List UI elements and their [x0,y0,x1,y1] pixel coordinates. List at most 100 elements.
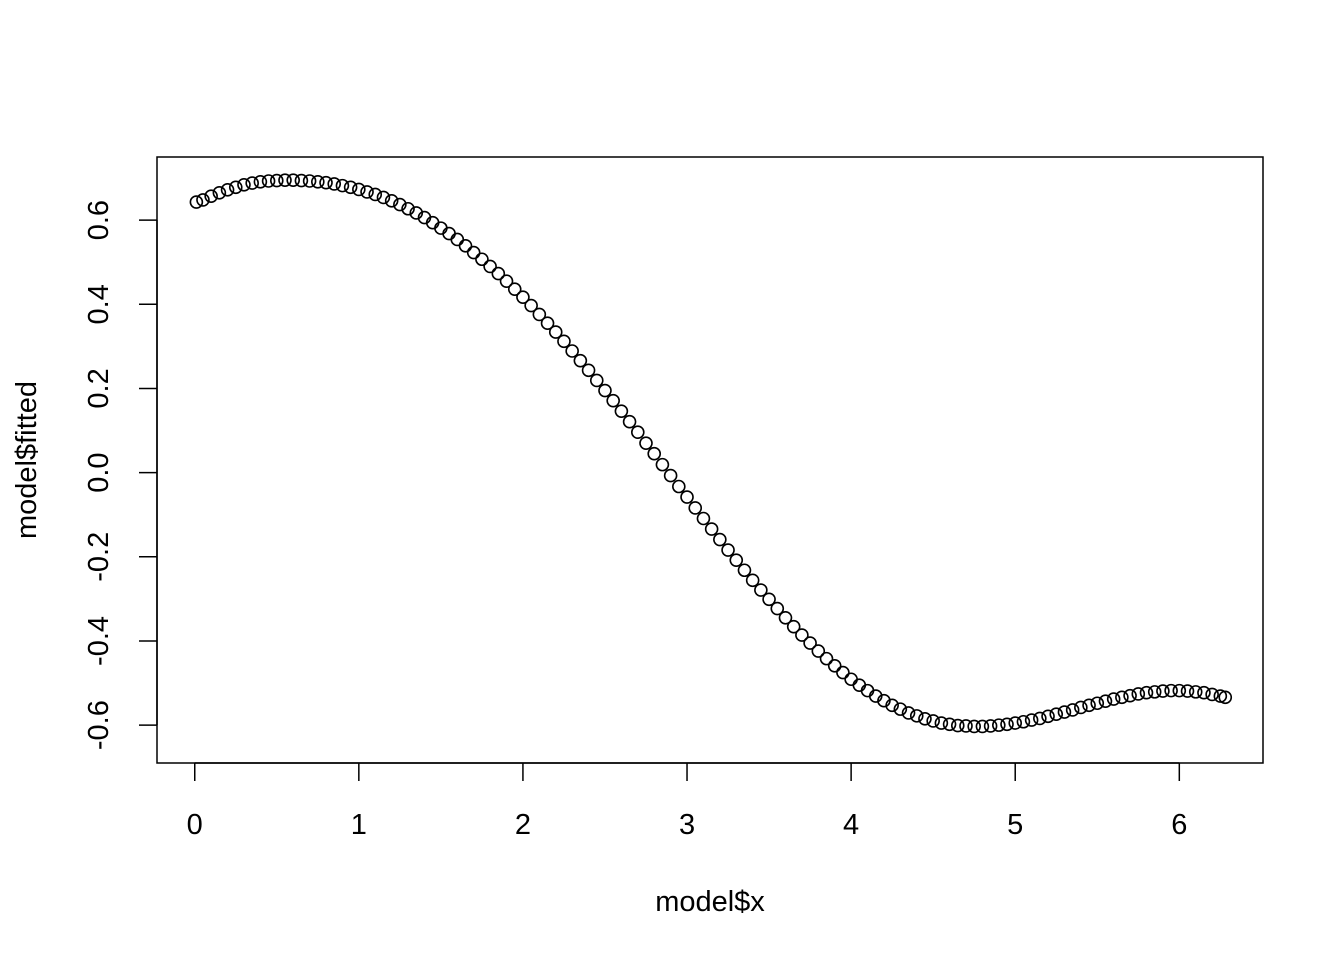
data-points [189,173,1233,734]
data-point [581,363,596,378]
data-point [384,193,399,208]
data-point [491,266,506,281]
data-point [565,344,579,358]
x-tick-label: 3 [679,809,695,841]
data-point [868,689,883,703]
data-point [1115,690,1129,705]
data-point [516,290,530,304]
data-point [507,282,522,296]
data-point [1197,685,1211,700]
data-point [647,446,662,461]
data-point [795,628,809,642]
data-point [836,665,850,680]
data-point [1033,711,1047,726]
data-point [672,479,686,494]
data-point [1164,683,1178,698]
y-tick-label: 0.4 [83,284,115,324]
data-point [352,182,366,197]
x-axis-label: model$x [655,886,765,918]
y-tick-label: 0.2 [83,368,115,408]
data-point [762,592,776,607]
data-point [1041,709,1055,724]
data-point [1090,696,1105,711]
data-point [573,353,588,368]
y-axis: -0.6 -0.4 -0.2 0.0 0.2 0.4 0.6 [83,200,158,750]
x-axis: 0 1 2 3 4 5 6 [187,762,1187,841]
plot-frame [156,156,1264,764]
data-point [335,178,350,193]
data-point [770,601,785,616]
x-tick-label: 0 [187,809,203,841]
data-point [302,174,317,188]
x-tick-label: 4 [843,809,859,841]
data-point [696,511,711,526]
data-point [655,457,670,472]
data-point [376,190,391,205]
data-point [778,611,793,625]
data-point [942,717,957,732]
data-point [1074,700,1088,715]
data-point [877,693,891,708]
data-point [926,714,940,728]
data-point [893,702,908,716]
data-point [458,239,473,253]
y-tick-label: -0.4 [83,616,115,666]
data-point [713,532,727,547]
data-point [1049,707,1064,721]
data-point [1082,698,1096,713]
data-point [745,573,760,588]
data-point [466,245,481,260]
data-point [950,718,965,733]
data-point [360,185,374,199]
data-point [343,180,358,195]
data-point [253,175,268,189]
data-point [311,175,325,189]
data-point [918,712,932,726]
data-point [1147,685,1162,699]
data-point [228,180,243,195]
data-point [475,252,489,267]
data-point [606,393,620,408]
data-point [1024,713,1039,727]
data-point [729,553,744,567]
data-point [819,651,834,666]
data-point [1106,692,1121,706]
data-point [548,325,563,339]
data-point [967,719,981,734]
data-point [220,183,235,197]
data-point [1057,705,1072,719]
data-point [327,177,342,191]
data-point [909,709,924,723]
data-point [1180,684,1195,698]
data-point [189,195,204,209]
data-point [237,177,251,192]
data-point [992,718,1006,732]
data-point [1123,688,1137,703]
data-point [589,373,604,388]
data-point [1000,717,1014,732]
data-point [1016,714,1031,729]
data-point [212,185,227,200]
x-tick-label: 6 [1171,809,1187,841]
y-tick-label: 0.6 [83,200,115,240]
data-point [1139,685,1154,700]
data-point [294,173,309,188]
data-point [754,583,768,597]
data-point [532,307,547,322]
data-point [663,468,678,483]
data-point [885,698,899,713]
data-point [975,719,990,734]
data-point [1205,687,1219,702]
data-point [483,259,497,274]
data-point [737,563,752,578]
data-point [401,201,415,216]
data-point [1218,690,1233,705]
data-point [630,425,645,440]
data-point [959,719,973,733]
data-point [1065,703,1080,717]
data-point [844,672,858,687]
data-point [901,706,916,720]
data-point [540,316,555,331]
y-tick-label: 0.0 [83,452,115,492]
